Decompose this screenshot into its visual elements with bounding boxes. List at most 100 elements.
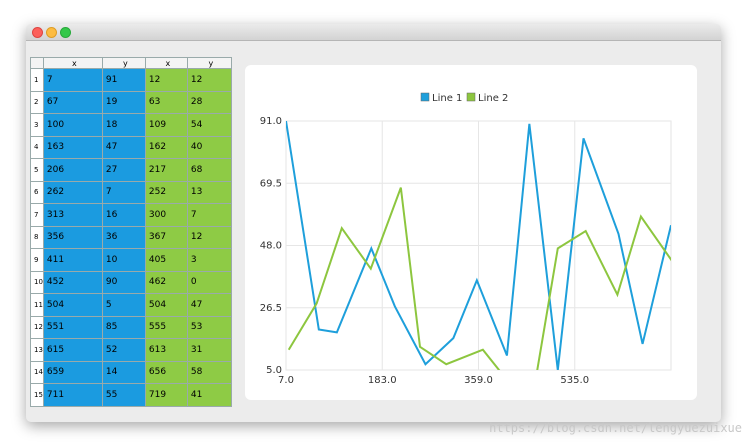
x-cell: 217 — [144, 158, 188, 182]
table-row: 4 163 47 162 40 — [30, 135, 232, 159]
x-cell: 100 — [42, 113, 103, 137]
column-header: y — [186, 57, 232, 69]
y-cell: 68 — [186, 158, 232, 182]
corner-cell — [30, 57, 44, 69]
x-cell: 452 — [42, 270, 103, 294]
x-cell: 711 — [42, 383, 103, 407]
table-row: 6 262 7 252 13 — [30, 180, 232, 204]
y-cell: 28 — [186, 90, 232, 114]
table-row: 5 206 27 217 68 — [30, 158, 232, 182]
x-cell: 411 — [42, 248, 103, 272]
close-button[interactable] — [32, 27, 43, 38]
table-row: 10 452 90 462 0 — [30, 270, 232, 294]
x-cell: 656 — [144, 360, 188, 384]
x-cell: 7 — [42, 68, 103, 92]
table-row: 8 356 36 367 12 — [30, 225, 232, 249]
x-cell: 615 — [42, 338, 103, 362]
minimize-button[interactable] — [46, 27, 57, 38]
y-cell: 7 — [101, 180, 146, 204]
row-number: 13 — [30, 338, 44, 362]
y-cell: 13 — [186, 180, 232, 204]
x-cell: 504 — [144, 293, 188, 317]
row-number: 14 — [30, 360, 44, 384]
x-tick-label: 183.0 — [368, 375, 397, 386]
x-cell: 262 — [42, 180, 103, 204]
y-cell: 27 — [101, 158, 146, 182]
window: x y x y 1 7 91 12 12 2 67 19 63 28 3 100 18 109 54 4 163 47 16… — [26, 24, 721, 422]
y-tick-label: 91.0 — [260, 116, 282, 127]
legend-swatch — [466, 92, 476, 102]
x-cell: 109 — [144, 113, 188, 137]
data-table: x y x y 1 7 91 12 12 2 67 19 63 28 3 100 18 109 54 4 163 47 16… — [30, 57, 232, 407]
column-header: x — [144, 57, 188, 69]
x-tick-label: 535.0 — [560, 375, 589, 386]
x-cell: 67 — [42, 90, 103, 114]
row-number: 1 — [30, 68, 44, 92]
row-number: 8 — [30, 225, 44, 249]
x-cell: 659 — [42, 360, 103, 384]
y-cell: 85 — [101, 315, 146, 339]
title-bar — [26, 24, 721, 41]
row-number: 5 — [30, 158, 44, 182]
row-number: 2 — [30, 90, 44, 114]
x-cell: 63 — [144, 90, 188, 114]
row-number: 11 — [30, 293, 44, 317]
y-cell: 12 — [186, 225, 232, 249]
y-cell: 54 — [186, 113, 232, 137]
y-cell: 40 — [186, 135, 232, 159]
y-cell: 47 — [101, 135, 146, 159]
row-number: 3 — [30, 113, 44, 137]
y-cell: 19 — [101, 90, 146, 114]
y-cell: 58 — [186, 360, 232, 384]
x-cell: 555 — [144, 315, 188, 339]
y-cell: 36 — [101, 225, 146, 249]
x-cell: 504 — [42, 293, 103, 317]
chart-panel: 5.0 26.5 48.0 69.5 91.0 7.0 183.0 359.0 535.0 Lin… — [245, 65, 697, 400]
column-header: y — [101, 57, 146, 69]
table-row: 12 551 85 555 53 — [30, 315, 232, 339]
y-cell: 53 — [186, 315, 232, 339]
table-row: 3 100 18 109 54 — [30, 113, 232, 137]
zoom-button[interactable] — [60, 27, 71, 38]
y-cell: 31 — [186, 338, 232, 362]
y-cell: 14 — [101, 360, 146, 384]
y-tick-label: 26.5 — [260, 303, 282, 314]
y-cell: 41 — [186, 383, 232, 407]
row-number: 6 — [30, 180, 44, 204]
y-cell: 18 — [101, 113, 146, 137]
table-row: 11 504 5 504 47 — [30, 293, 232, 317]
x-cell: 12 — [144, 68, 188, 92]
chart: 5.0 26.5 48.0 69.5 91.0 7.0 183.0 359.0 535.0 Lin… — [260, 92, 672, 386]
legend-label: Line 1 — [432, 93, 462, 104]
y-cell: 47 — [186, 293, 232, 317]
y-cell: 7 — [186, 203, 232, 227]
row-number: 10 — [30, 270, 44, 294]
table-row: 2 67 19 63 28 — [30, 90, 232, 114]
x-cell: 719 — [144, 383, 188, 407]
x-cell: 551 — [42, 315, 103, 339]
x-cell: 313 — [42, 203, 103, 227]
y-cell: 55 — [101, 383, 146, 407]
table-row: 1 7 91 12 12 — [30, 68, 232, 92]
x-cell: 367 — [144, 225, 188, 249]
line — [287, 187, 671, 370]
x-cell: 300 — [144, 203, 188, 227]
y-cell: 3 — [186, 248, 232, 272]
x-tick-label: 7.0 — [278, 375, 294, 386]
y-cell: 91 — [101, 68, 146, 92]
x-cell: 462 — [144, 270, 188, 294]
y-cell: 12 — [186, 68, 232, 92]
y-cell: 16 — [101, 203, 146, 227]
y-tick-label: 5.0 — [266, 365, 282, 376]
legend-swatch — [420, 92, 430, 102]
y-cell: 10 — [101, 248, 146, 272]
y-tick-label: 69.5 — [260, 178, 282, 189]
row-number: 12 — [30, 315, 44, 339]
x-cell: 356 — [42, 225, 103, 249]
x-cell: 163 — [42, 135, 103, 159]
x-cell: 252 — [144, 180, 188, 204]
x-cell: 405 — [144, 248, 188, 272]
table-row: 15 711 55 719 41 — [30, 383, 232, 407]
y-tick-label: 48.0 — [260, 241, 282, 252]
